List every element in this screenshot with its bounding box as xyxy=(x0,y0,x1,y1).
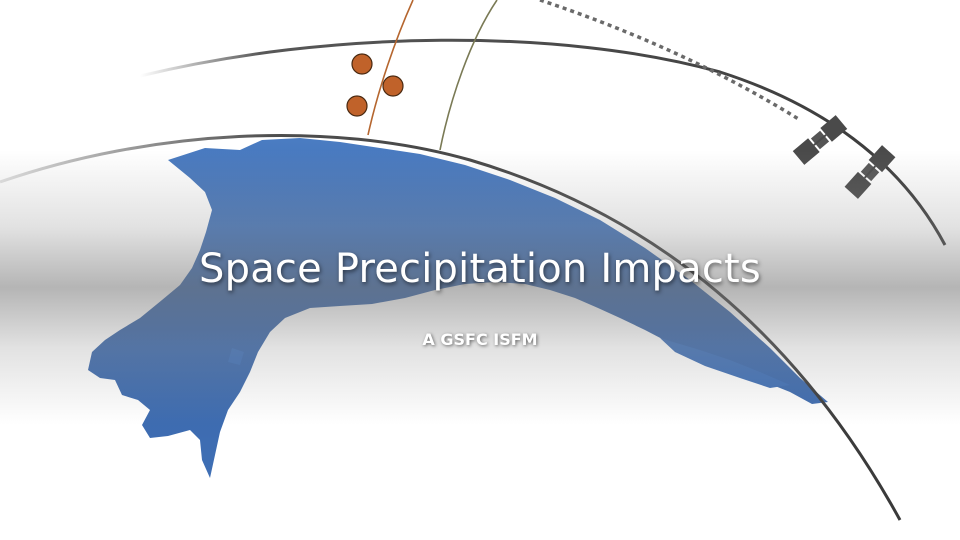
field-line xyxy=(439,0,498,151)
satellite-dotted-path xyxy=(539,0,801,122)
slide-title: Space Precipitation Impacts xyxy=(199,246,761,292)
landmass xyxy=(88,138,828,478)
slide-subtitle: A GSFC ISFM xyxy=(422,330,538,349)
satellite-icon xyxy=(792,115,848,165)
particle-track-line xyxy=(367,0,414,136)
particle-dot-icon xyxy=(346,53,404,117)
